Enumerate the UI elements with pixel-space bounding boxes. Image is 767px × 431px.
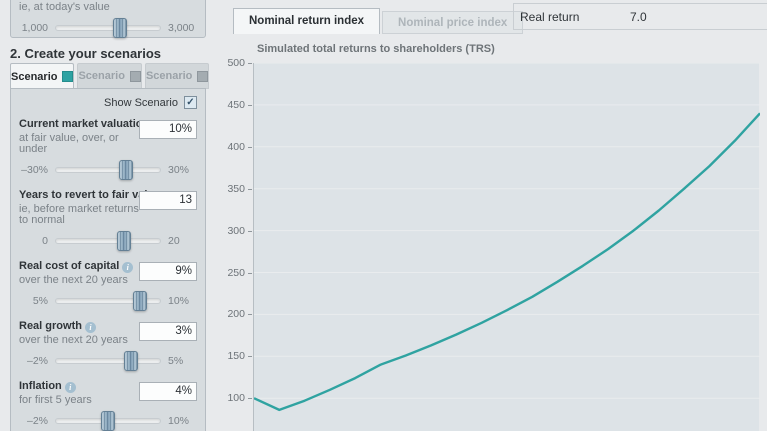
info-icon[interactable]: i — [122, 262, 134, 273]
real-return-summary: Real return 7.0 — [513, 3, 767, 30]
create-scenarios-heading: 2. Create your scenarios — [10, 46, 162, 61]
parameter-section: Real growth i over the next 20 years 3% –2% 5… — [19, 320, 197, 371]
section-sublabel: over the next 20 years — [19, 274, 128, 286]
slider-min-label: –30% — [21, 164, 48, 176]
y-axis-tick-mark — [248, 188, 252, 190]
slider-thumb[interactable] — [112, 18, 127, 38]
slider-max-label: 10% — [168, 295, 190, 307]
trs-chart — [254, 63, 760, 412]
y-axis-tick-mark — [248, 356, 252, 358]
parameter-section: Inflation i for first 5 years 4% –2% 10% — [19, 380, 197, 431]
show-scenario-label: Show Scenario — [104, 96, 178, 109]
y-axis-tick-mark — [248, 398, 252, 400]
parameter-slider[interactable] — [55, 231, 161, 251]
slider-track[interactable] — [55, 358, 161, 364]
plot-area — [253, 63, 760, 431]
y-axis-tick-label: 150 — [227, 350, 245, 363]
slider-thumb[interactable] — [116, 231, 131, 251]
y-axis-tick-mark — [248, 314, 252, 316]
slider-min-label: –2% — [26, 355, 48, 367]
value-input[interactable]: 9% — [139, 262, 197, 281]
value-input[interactable]: 10% — [139, 120, 197, 139]
scenario-color-swatch — [129, 70, 141, 82]
slider-min-label: 0 — [42, 235, 48, 247]
show-scenario-checkbox[interactable]: ✓ — [184, 96, 197, 109]
todays-value-slider-row: 1,000 3,000 — [19, 18, 197, 38]
slider-track[interactable] — [55, 298, 161, 304]
section-label: Real cost of capital i — [19, 260, 197, 273]
parameter-slider[interactable] — [55, 351, 161, 371]
real-return-value: 7.0 — [630, 9, 647, 24]
todays-value-slider[interactable] — [55, 18, 161, 38]
tab-nominal-return-index[interactable]: Nominal return index — [233, 8, 381, 34]
y-axis-tick-label: 200 — [227, 308, 245, 321]
slider-track[interactable] — [55, 238, 161, 244]
section-sublabel: at fair value, over, or under — [19, 132, 119, 155]
section-sublabel: for first 5 years — [19, 394, 92, 406]
scenario-tab-label: Scenario — [78, 70, 125, 82]
info-icon[interactable]: i — [84, 322, 96, 333]
parameter-section: Real cost of capital i over the next 20 ye… — [19, 260, 197, 311]
slider-thumb[interactable] — [132, 291, 147, 311]
info-icon[interactable]: i — [64, 382, 76, 393]
trs-line — [254, 112, 760, 412]
section-label: Inflation i — [19, 380, 197, 393]
chart-title: Simulated total returns to shareholders … — [257, 43, 495, 55]
slider-track[interactable] — [55, 25, 161, 31]
tab-nominal-price-index[interactable]: Nominal price index — [382, 11, 524, 34]
section-sublabel: over the next 20 years — [19, 334, 128, 346]
slider-min-label: 5% — [32, 295, 48, 307]
y-axis-tick-mark — [248, 230, 252, 232]
scenario-tab-3[interactable]: Scenario — [144, 63, 210, 89]
slider-thumb[interactable] — [101, 411, 115, 431]
y-axis-tick-label: 250 — [227, 266, 245, 279]
y-axis-tick-mark — [248, 104, 252, 106]
slider-min-label: –2% — [26, 415, 48, 427]
scenario-color-swatch — [197, 70, 209, 82]
y-axis-tick-label: 450 — [227, 98, 245, 111]
slider-max-label: 3,000 — [168, 22, 195, 34]
value-input[interactable]: 13 — [139, 191, 197, 210]
y-axis-tick-label: 400 — [227, 140, 245, 153]
value-input[interactable]: 4% — [139, 382, 197, 401]
real-return-label: Real return — [520, 9, 580, 24]
y-axis-tick-label: 500 — [227, 57, 245, 69]
parameter-slider[interactable] — [55, 160, 161, 180]
y-axis-tick-label: 100 — [227, 392, 245, 405]
slider-thumb[interactable] — [123, 351, 138, 371]
scenario-tab-1[interactable]: Scenario — [10, 63, 75, 89]
todays-value-note: ie, at today's value — [19, 1, 110, 13]
y-axis-tick-label: 300 — [227, 224, 245, 237]
y-axis-tick-mark — [248, 146, 252, 148]
slider-track[interactable] — [55, 167, 161, 173]
todays-value-panel: ie, at today's value 1,000 3,000 — [10, 0, 206, 38]
value-input[interactable]: 3% — [139, 322, 197, 341]
section-sublabel: ie, before market returns to normal — [19, 203, 139, 226]
scenario-tab-2[interactable]: Scenario — [77, 63, 142, 89]
slider-max-label: 5% — [168, 355, 184, 367]
parameter-section: Years to revert to fair valueiie, before… — [19, 189, 197, 251]
y-axis-tick-label: 350 — [227, 182, 245, 195]
slider-max-label: 30% — [168, 164, 190, 176]
parameter-slider[interactable] — [55, 411, 161, 431]
y-axis-tick-mark — [248, 63, 252, 64]
parameter-section: Current market valuationiat fair value, … — [19, 118, 197, 180]
scenario-tab-label: Scenario — [145, 70, 193, 82]
slider-max-label: 20 — [168, 235, 180, 247]
index-tabs: Nominal return index Nominal price index — [233, 8, 524, 34]
show-scenario-row: Show Scenario ✓ — [19, 89, 197, 109]
scenario-panel: Show Scenario ✓ Current market valuation… — [10, 88, 206, 431]
scenario-color-swatch — [62, 71, 74, 82]
y-axis-tick-mark — [248, 272, 252, 274]
slider-max-label: 10% — [168, 415, 190, 427]
parameter-slider[interactable] — [55, 291, 161, 311]
scenario-tab-label: Scenario — [11, 70, 58, 83]
slider-thumb[interactable] — [118, 160, 133, 180]
slider-min-label: 1,000 — [21, 22, 48, 34]
scenario-tabs: Scenario Scenario Scenario — [10, 63, 210, 89]
section-label: Real growth i — [19, 320, 197, 333]
